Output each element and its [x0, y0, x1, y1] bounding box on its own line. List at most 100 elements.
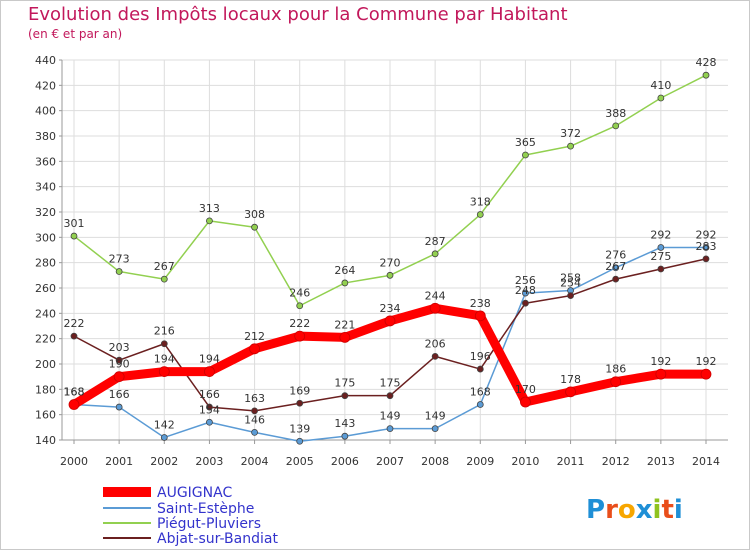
- y-tick-label: 320: [35, 206, 56, 219]
- x-tick-label: 2008: [421, 455, 449, 468]
- data-label-pi-gut-pluviers: 301: [64, 217, 85, 230]
- point-abjat-sur-bandiat: [567, 292, 574, 300]
- legend-label-augignac: AUGIGNAC: [157, 485, 232, 501]
- point-saint-est-phe: [476, 401, 484, 408]
- x-tick-label: 2013: [647, 455, 675, 468]
- y-tick-label: 140: [35, 434, 56, 447]
- data-label-augignac: 244: [425, 289, 446, 302]
- legend-label-pi-gut-pluviers: Piégut-Pluviers: [157, 516, 261, 532]
- data-label-abjat-sur-bandiat: 206: [425, 337, 446, 350]
- y-tick-label: 380: [35, 130, 56, 143]
- point-augignac: [700, 368, 712, 380]
- brand-letter: t: [661, 495, 673, 525]
- y-tick-label: 240: [35, 307, 56, 320]
- x-tick-label: 2000: [60, 455, 88, 468]
- x-tick-label: 2007: [376, 455, 404, 468]
- data-label-saint-est-phe: 142: [154, 418, 175, 431]
- data-label-abjat-sur-bandiat: 166: [199, 388, 220, 401]
- data-label-augignac: 178: [560, 373, 581, 386]
- data-label-saint-est-phe: 292: [696, 228, 717, 241]
- data-label-abjat-sur-bandiat: 169: [289, 384, 310, 397]
- point-augignac: [610, 376, 622, 388]
- data-label-abjat-sur-bandiat: 163: [244, 392, 265, 405]
- y-tick-label: 260: [35, 282, 56, 295]
- data-label-pi-gut-pluviers: 365: [515, 136, 536, 149]
- point-abjat-sur-bandiat: [522, 299, 529, 307]
- brand-text: Proxiti: [586, 495, 683, 525]
- y-tick-label: 360: [35, 155, 56, 168]
- data-label-saint-est-phe: 168: [64, 386, 85, 399]
- point-abjat-sur-bandiat: [115, 356, 123, 364]
- point-abjat-sur-bandiat: [160, 340, 168, 348]
- data-label-pi-gut-pluviers: 318: [470, 196, 491, 209]
- chart-subtitle: (en € et par an): [28, 27, 122, 41]
- point-saint-est-phe: [657, 244, 665, 251]
- brand-letter: o: [618, 495, 636, 525]
- point-saint-est-phe: [206, 418, 213, 426]
- point-pi-gut-pluviers: [657, 94, 665, 102]
- data-label-pi-gut-pluviers: 313: [199, 202, 220, 215]
- y-tick-label: 220: [35, 333, 56, 346]
- brand-letter: x: [636, 495, 653, 525]
- point-abjat-sur-bandiat: [206, 403, 213, 411]
- y-tick-label: 200: [35, 358, 56, 371]
- x-tick-label: 2006: [331, 455, 359, 468]
- point-augignac: [474, 310, 486, 322]
- point-saint-est-phe: [612, 264, 620, 272]
- data-label-abjat-sur-bandiat: 248: [515, 284, 536, 297]
- point-pi-gut-pluviers: [386, 271, 394, 279]
- data-label-augignac: 194: [199, 353, 220, 366]
- axes: 140 160 180 200 220 240 260 280 300 320 340 360 380 4…: [35, 54, 728, 468]
- data-label-pi-gut-pluviers: 264: [334, 264, 355, 277]
- data-label-augignac: 238: [470, 297, 491, 310]
- data-label-pi-gut-pluviers: 267: [154, 260, 175, 273]
- brand-letter: P: [586, 495, 605, 525]
- point-pi-gut-pluviers: [431, 250, 439, 258]
- legend-label-abjat-sur-bandiat: Abjat-sur-Bandiat: [157, 531, 278, 547]
- point-augignac: [429, 302, 441, 314]
- y-tick-label: 340: [35, 181, 56, 194]
- point-saint-est-phe: [115, 403, 123, 411]
- point-pi-gut-pluviers: [476, 211, 484, 218]
- point-saint-est-phe: [386, 425, 394, 433]
- data-label-saint-est-phe: 168: [470, 386, 491, 399]
- brand-letter: i: [653, 495, 662, 525]
- y-tick-label: 420: [35, 79, 56, 92]
- point-augignac: [249, 343, 260, 355]
- data-label-saint-est-phe: 256: [515, 274, 536, 287]
- data-label-pi-gut-pluviers: 372: [560, 127, 581, 140]
- data-label-augignac: 194: [154, 353, 175, 366]
- data-label-saint-est-phe: 276: [605, 249, 626, 262]
- x-tick-label: 2009: [466, 455, 494, 468]
- point-augignac: [294, 330, 306, 342]
- point-abjat-sur-bandiat: [702, 255, 710, 263]
- point-augignac: [339, 331, 351, 343]
- data-label-pi-gut-pluviers: 308: [244, 208, 265, 221]
- point-augignac: [113, 371, 125, 383]
- point-pi-gut-pluviers: [702, 71, 710, 79]
- data-label-augignac: 192: [696, 355, 717, 368]
- x-tick-label: 2014: [692, 455, 720, 468]
- data-label-saint-est-phe: 258: [560, 272, 581, 285]
- point-saint-est-phe: [160, 434, 168, 441]
- point-pi-gut-pluviers: [567, 142, 574, 150]
- data-label-abjat-sur-bandiat: 175: [334, 377, 355, 390]
- data-label-augignac: 186: [605, 363, 626, 376]
- point-abjat-sur-bandiat: [657, 265, 665, 273]
- x-tick-label: 2005: [286, 455, 314, 468]
- data-label-abjat-sur-bandiat: 222: [64, 317, 85, 330]
- point-abjat-sur-bandiat: [251, 407, 258, 415]
- legend-label-saint-est-phe: Saint-Estèphe: [157, 501, 254, 517]
- chart-title: Evolution des Impôts locaux pour la Comm…: [28, 4, 568, 25]
- data-label-abjat-sur-bandiat: 283: [696, 240, 717, 253]
- point-pi-gut-pluviers: [160, 275, 168, 283]
- x-tick-label: 2003: [195, 455, 223, 468]
- data-label-pi-gut-pluviers: 410: [650, 79, 671, 92]
- data-label-pi-gut-pluviers: 428: [696, 56, 717, 69]
- point-abjat-sur-bandiat: [70, 332, 78, 340]
- point-abjat-sur-bandiat: [341, 392, 349, 400]
- point-abjat-sur-bandiat: [612, 275, 620, 283]
- x-tick-label: 2012: [602, 455, 630, 468]
